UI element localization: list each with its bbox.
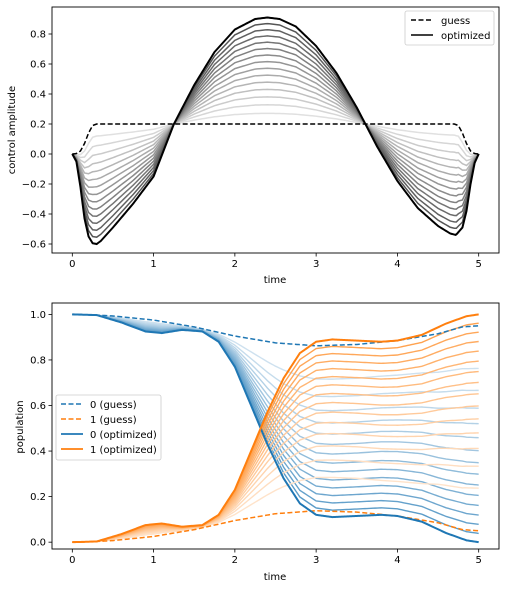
population-1-iteration-line [72, 476, 479, 543]
control-optimized-line [71, 16, 480, 246]
population-1-optimized-line [72, 313, 479, 544]
x-tick-label: 0 [69, 259, 75, 270]
population-0-optimized-line [72, 313, 479, 544]
y-tick-label: 0.4 [30, 90, 46, 101]
control-iteration-line [71, 54, 480, 203]
y-tick-label: 0.6 [30, 401, 46, 412]
x-tick-label: 2 [232, 259, 238, 270]
control-iteration-line [71, 47, 480, 210]
control-iteration-line [71, 35, 480, 225]
x-tick-label: 2 [232, 555, 238, 566]
population-legend-1-guess-label: 1 (guess) [90, 415, 137, 426]
y-tick-label: −0.2 [22, 180, 46, 191]
population-plot-frame [51, 302, 500, 550]
x-tick-label: 3 [313, 259, 319, 270]
x-tick-label: 0 [69, 555, 75, 566]
control-iteration-line [72, 112, 479, 156]
control-legend-optimized-label: optimized [441, 31, 490, 42]
x-tick-label: 1 [150, 259, 156, 270]
population-0-iteration-line [72, 313, 479, 412]
control-plot-legend: guess optimized [404, 10, 495, 46]
x-tick-label: 3 [313, 555, 319, 566]
control-plot-frame [51, 6, 500, 254]
control-iteration-line [71, 60, 480, 196]
control-iteration-line [72, 104, 479, 159]
y-tick-label: −0.4 [22, 210, 46, 221]
control-iteration-line [71, 67, 480, 188]
population-plot-axes: 0 1 2 3 4 5 0.0 0.2 0.4 0.6 0.8 1.0 [30, 310, 482, 566]
population-legend-0-optimized-label: 0 (optimized) [90, 430, 157, 441]
y-tick-label: 0.2 [30, 120, 46, 131]
population-legend-box [55, 394, 162, 461]
population-plot-legend: 0 (guess) 1 (guess) 0 (optimized) 1 (opt… [55, 394, 162, 461]
population-plot-x-label: time [264, 572, 287, 583]
x-tick-label: 4 [394, 555, 400, 566]
y-tick-label: 1.0 [30, 310, 46, 321]
control-iteration-line [71, 74, 480, 182]
y-tick-label: 0.0 [30, 150, 46, 161]
population-1-iteration-line [72, 459, 479, 543]
control-guess-line [72, 123, 479, 155]
control-iteration-line [71, 88, 480, 169]
control-iteration-line [71, 81, 480, 175]
y-tick-label: 0.0 [30, 538, 46, 549]
control-legend-guess-label: guess [441, 16, 470, 27]
y-tick-label: 0.6 [30, 60, 46, 71]
x-tick-label: 1 [150, 555, 156, 566]
control-iteration-line [72, 96, 480, 164]
control-plot-lines [71, 16, 480, 246]
population-plot-y-label: population [15, 400, 26, 453]
control-iteration-line [71, 28, 480, 232]
x-tick-label: 5 [475, 555, 481, 566]
population-0-iteration-line [72, 313, 479, 380]
population-0-iteration-line [72, 313, 479, 398]
y-tick-label: 0.4 [30, 447, 46, 458]
y-tick-label: 0.8 [30, 355, 46, 366]
control-plot-y-label: control amplitude [7, 86, 18, 174]
y-tick-label: 0.2 [30, 492, 46, 503]
control-iteration-line [71, 22, 480, 238]
y-tick-label: 0.8 [30, 30, 46, 41]
y-tick-label: −0.6 [22, 240, 46, 251]
control-plot-axes: 0 1 2 3 4 5 −0.6 −0.4 −0.2 0.0 0.2 0.4 0.6 0.8 [22, 30, 482, 271]
population-legend-0-guess-label: 0 (guess) [90, 400, 137, 411]
x-tick-label: 5 [475, 259, 481, 270]
population-1-iteration-line [72, 445, 479, 543]
x-tick-label: 4 [394, 259, 400, 270]
control-plot-x-label: time [264, 275, 287, 286]
control-iteration-line [71, 41, 480, 217]
population-legend-1-optimized-label: 1 (optimized) [90, 445, 157, 456]
population-plot-lines [72, 313, 479, 544]
